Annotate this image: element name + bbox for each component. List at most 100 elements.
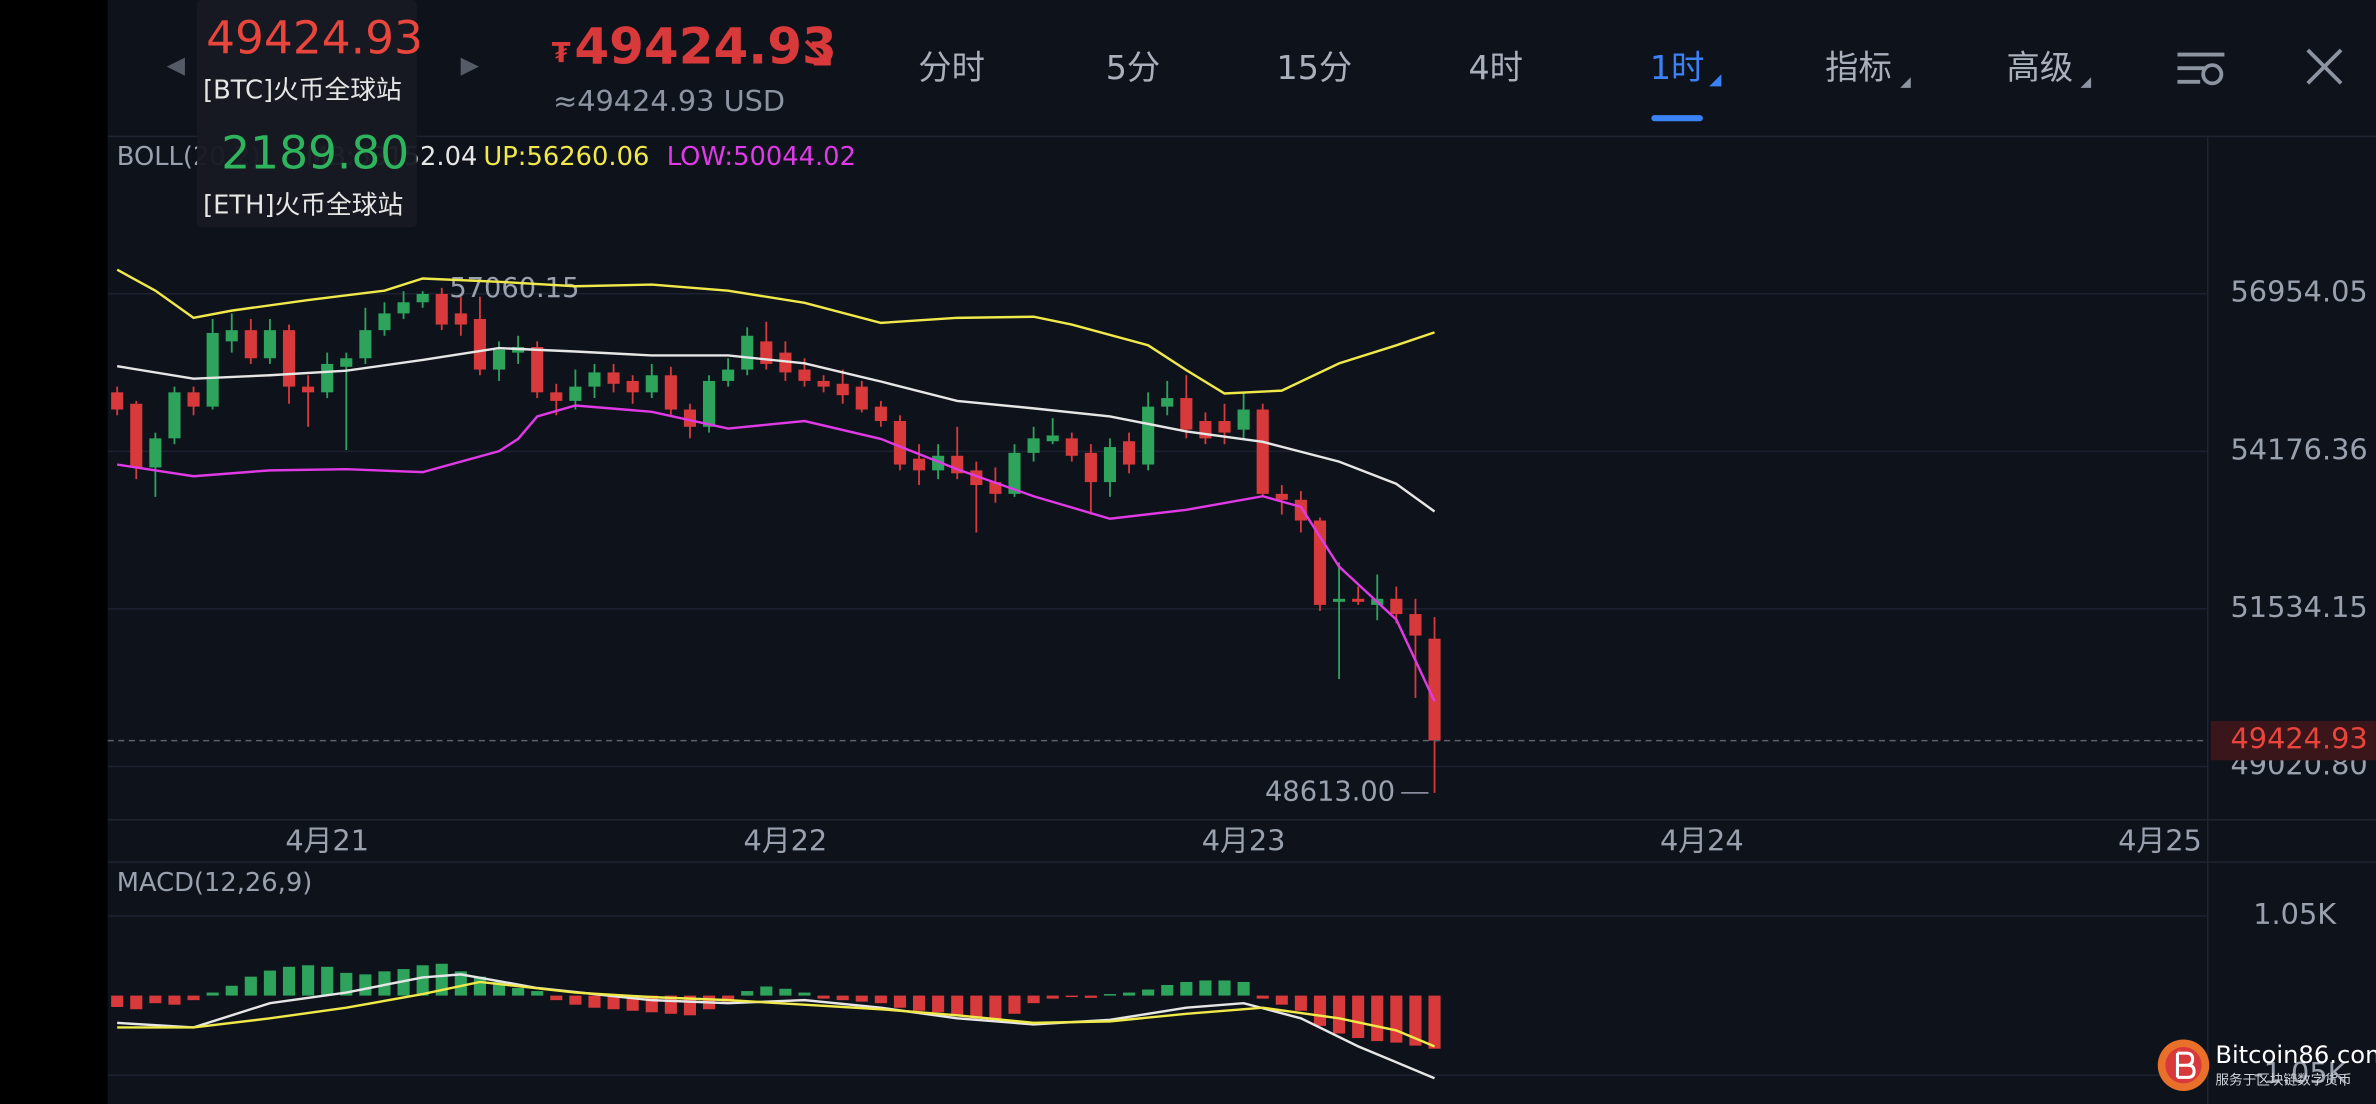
candle-body bbox=[626, 380, 639, 393]
overlay-price: 49424.93 bbox=[206, 11, 423, 64]
macd-bar bbox=[951, 995, 964, 1016]
candle-body bbox=[149, 438, 162, 468]
macd-bar bbox=[340, 972, 353, 996]
macd-bar bbox=[1084, 995, 1097, 998]
left-strip bbox=[0, 0, 108, 1104]
indicator-line bbox=[116, 346, 1436, 513]
macd-bar bbox=[798, 992, 811, 996]
candle-body bbox=[1352, 598, 1365, 602]
macd-bar bbox=[263, 970, 276, 996]
candle-body bbox=[817, 380, 830, 387]
tab[interactable]: 高级 bbox=[2007, 48, 2074, 87]
watermark: Bitcoin86.com 服务于区块链数字货币 bbox=[2157, 1039, 2376, 1091]
close-button[interactable] bbox=[2306, 48, 2343, 85]
candle-body bbox=[130, 403, 143, 468]
settings-icon[interactable] bbox=[2177, 52, 2225, 86]
candle-body bbox=[836, 383, 849, 396]
tab[interactable]: 分时 bbox=[918, 48, 985, 87]
candle-body bbox=[1122, 441, 1136, 465]
candle-body bbox=[664, 375, 677, 410]
macd-bar bbox=[722, 995, 735, 1002]
macd-bar bbox=[1046, 995, 1059, 999]
candle-body bbox=[282, 330, 296, 387]
candle-body bbox=[1161, 398, 1174, 407]
candle-body bbox=[1390, 598, 1403, 615]
tab[interactable]: 指标 bbox=[1825, 48, 1892, 87]
candle-body bbox=[683, 409, 697, 427]
candle-body bbox=[798, 369, 811, 381]
indicator-line bbox=[117, 404, 1436, 702]
macd-bar bbox=[187, 995, 200, 1001]
candle-body bbox=[1065, 438, 1078, 456]
candle-body bbox=[168, 392, 181, 439]
candle-body bbox=[454, 313, 467, 325]
tab[interactable]: 1时 bbox=[1650, 48, 1705, 87]
candle-body bbox=[645, 375, 658, 393]
macd-bar bbox=[1409, 995, 1422, 1046]
candle-body bbox=[893, 421, 907, 465]
macd-bar bbox=[1180, 981, 1193, 996]
macd-bar bbox=[817, 995, 830, 999]
macd-bar bbox=[111, 995, 124, 1007]
currency-sign: ₮ bbox=[552, 38, 571, 69]
tab[interactable]: 5分 bbox=[1106, 48, 1161, 87]
macd-bar bbox=[321, 966, 334, 996]
candle-body bbox=[1294, 499, 1307, 521]
candle-body bbox=[1027, 438, 1040, 453]
macd-bar bbox=[1352, 995, 1365, 1039]
header-price: 49424.93 bbox=[574, 18, 837, 76]
macd-bar bbox=[760, 986, 773, 996]
candle-body bbox=[550, 392, 563, 401]
indicator-line bbox=[117, 980, 1435, 1048]
dropdown-mark bbox=[2080, 77, 2092, 88]
candle-body bbox=[1180, 398, 1193, 430]
low-annotation: 48613.00 bbox=[1265, 776, 1395, 807]
macd-bar bbox=[1294, 995, 1307, 1011]
candle-body bbox=[1275, 493, 1288, 500]
candle-body bbox=[1103, 447, 1117, 483]
x-tick-label: 4月25 bbox=[2118, 823, 2202, 857]
macd-bar bbox=[1256, 995, 1269, 999]
candle-body bbox=[187, 392, 200, 407]
macd-bar bbox=[1371, 995, 1384, 1042]
tab[interactable]: 4时 bbox=[1468, 48, 1523, 87]
prev-arrow[interactable] bbox=[166, 57, 185, 76]
macd-bar bbox=[1161, 984, 1174, 996]
candle-body bbox=[492, 349, 506, 370]
candle-body bbox=[1333, 598, 1346, 602]
header-approx: ≈49424.93 USD bbox=[553, 84, 785, 118]
watermark-brand: Bitcoin86.com bbox=[2215, 1040, 2376, 1069]
candle-body bbox=[569, 386, 582, 401]
macd-bar bbox=[932, 995, 945, 1013]
x-tick-label: 4月21 bbox=[285, 823, 369, 857]
y-tick-label: 54176.36 bbox=[2230, 432, 2367, 466]
candle-body bbox=[206, 332, 219, 407]
indicator-name: MACD(12,26,9) bbox=[117, 868, 313, 898]
macd-bar bbox=[1333, 995, 1346, 1034]
ticker-overlay[interactable]: 49424.93 [BTC]火币全球站 2189.80 [ETH]火币全球站 bbox=[197, 0, 423, 228]
macd-bar bbox=[1218, 980, 1231, 996]
macd-bar bbox=[607, 995, 620, 1010]
macd-bar bbox=[893, 995, 907, 1008]
macd-bar bbox=[1027, 995, 1040, 1004]
overlay-exchange: [ETH]火币全球站 bbox=[203, 191, 403, 221]
down-arrow-icon bbox=[804, 39, 831, 66]
tab-underline bbox=[1651, 115, 1703, 122]
next-arrow[interactable] bbox=[460, 57, 479, 76]
macd-bar bbox=[1313, 995, 1327, 1026]
macd-bar bbox=[1142, 989, 1155, 996]
candle-body bbox=[702, 380, 716, 427]
candle-body bbox=[225, 330, 238, 342]
macd-bar bbox=[282, 966, 296, 996]
indicator-label: LOW:50044.02 bbox=[667, 142, 856, 172]
macd-bar bbox=[588, 995, 601, 1008]
macd-bar bbox=[989, 995, 1002, 1020]
y-tick-label: 56954.05 bbox=[2230, 275, 2367, 309]
tab[interactable]: 15分 bbox=[1276, 48, 1352, 87]
candle-body bbox=[1008, 452, 1021, 494]
macd-bar bbox=[302, 965, 315, 996]
macd-bar bbox=[1199, 980, 1212, 996]
candle-body bbox=[1256, 409, 1269, 494]
